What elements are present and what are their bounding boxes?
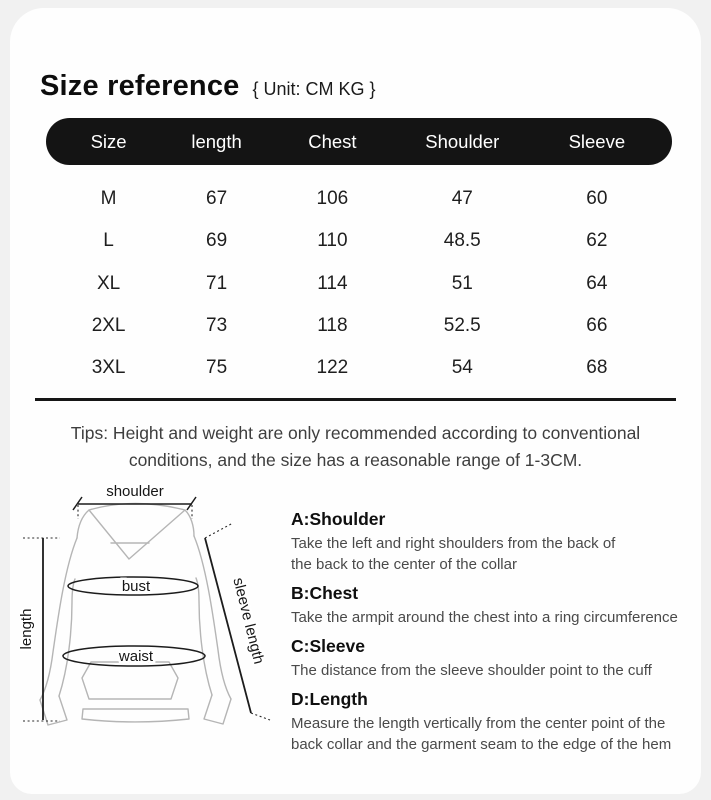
cell-chest: 118: [317, 315, 348, 337]
cell-length: 69: [206, 230, 228, 252]
table-row: XL 71 114 51 64: [46, 263, 672, 305]
cell-size: M: [100, 188, 117, 210]
guide-sleeve-description: The distance from the sleeve shoulder po…: [291, 662, 652, 679]
column-header-length: length: [191, 130, 242, 152]
column-header-sleeve: Sleeve: [568, 130, 626, 152]
hood-v-seam: [88, 509, 186, 560]
unit-note: { Unit: CM KG }: [252, 79, 376, 99]
cell-chest: 106: [316, 188, 349, 210]
cell-sleeve: 62: [586, 230, 608, 252]
cell-length: 71: [206, 272, 228, 294]
table-row: L 69 110 48.5 62: [46, 220, 672, 262]
guide-chest-heading: B:Chest: [291, 583, 359, 603]
cell-shoulder: 51: [451, 272, 473, 294]
cell-shoulder: 54: [451, 357, 473, 379]
guide-length-heading: D:Length: [291, 689, 368, 709]
sleeve-right-inner: [195, 577, 213, 696]
table-row: M 67 106 47 60: [46, 178, 672, 220]
cuff-left: [39, 695, 68, 726]
guide-chest: B:Chest Take the armpit around the chest…: [291, 583, 711, 628]
sleeve-measure-line: [204, 537, 252, 714]
table-row: 2XL 73 118 52.5 66: [46, 305, 672, 347]
cell-length: 73: [206, 315, 228, 337]
divider-line: [35, 398, 676, 401]
measurement-guide: A:Shoulder Take the left and right shoul…: [291, 509, 711, 763]
cell-shoulder: 47: [451, 188, 473, 210]
guide-chest-description: Take the armpit around the chest into a …: [291, 609, 678, 626]
column-header-chest: Chest: [308, 130, 357, 152]
cell-shoulder: 48.5: [443, 230, 481, 252]
length-label: length: [20, 609, 35, 650]
waist-ellipse: [62, 645, 206, 667]
shoulder-measure-ticks: [72, 496, 197, 511]
cell-length: 75: [206, 357, 228, 379]
cell-length: 67: [206, 188, 228, 210]
length-dotted-ticks: [23, 537, 60, 722]
sleeve-right-outer: [193, 535, 232, 700]
bust-label: bust: [122, 578, 151, 595]
kangaroo-pocket: [81, 661, 179, 700]
hoodie-measurement-diagram: shoulder length bust waist sleeve length: [20, 481, 271, 726]
size-table-body: M 67 106 47 60 L 69 110 48.5 62 XL 71 11…: [46, 178, 672, 389]
size-table: Size length Chest Shoulder Sleeve M 67 1…: [46, 118, 672, 389]
sleeve-left-outer: [39, 537, 78, 701]
size-table-header: Size length Chest Shoulder Sleeve: [46, 118, 672, 165]
waist-label: waist: [118, 648, 154, 665]
cell-chest: 114: [317, 272, 348, 294]
sleeve-dotted-ticks: [204, 522, 271, 721]
cell-sleeve: 66: [586, 315, 608, 337]
hoodie-outline: [39, 502, 232, 726]
hem-band: [81, 708, 190, 723]
column-header-size: Size: [90, 130, 127, 152]
guide-shoulder: A:Shoulder Take the left and right shoul…: [291, 509, 711, 575]
guide-shoulder-description: Take the left and right shoulders from t…: [291, 535, 616, 573]
tips-text: Tips: Height and weight are only recomme…: [70, 423, 641, 470]
bust-ellipse: [67, 576, 199, 596]
hood-outline: [76, 502, 195, 539]
cell-size: L: [103, 230, 114, 252]
cell-chest: 110: [317, 230, 348, 252]
column-header-shoulder: Shoulder: [425, 130, 500, 152]
measurement-marks: [23, 496, 271, 722]
cell-size: XL: [96, 272, 121, 294]
page-title: Size reference: [40, 70, 240, 102]
guide-length-description: Measure the length vertically from the c…: [291, 715, 672, 753]
guide-length: D:Length Measure the length vertically f…: [291, 689, 711, 755]
cell-size: 3XL: [91, 357, 126, 379]
cell-sleeve: 60: [586, 188, 608, 210]
cell-size: 2XL: [91, 315, 126, 337]
table-row: 3XL 75 122 54 68: [46, 347, 672, 389]
shoulder-label: shoulder: [106, 483, 164, 500]
cell-sleeve: 64: [586, 272, 608, 294]
cuff-right: [203, 694, 232, 725]
size-reference-card: Size reference { Unit: CM KG } Size leng…: [10, 8, 701, 794]
cell-chest: 122: [316, 357, 349, 379]
title-row: Size reference { Unit: CM KG }: [40, 70, 376, 103]
sleeve-left-inner: [58, 578, 76, 697]
guide-sleeve: C:Sleeve The distance from the sleeve sh…: [291, 636, 711, 681]
cell-shoulder: 52.5: [443, 315, 481, 337]
guide-shoulder-heading: A:Shoulder: [291, 509, 386, 529]
cell-sleeve: 68: [586, 357, 608, 379]
guide-sleeve-heading: C:Sleeve: [291, 636, 365, 656]
